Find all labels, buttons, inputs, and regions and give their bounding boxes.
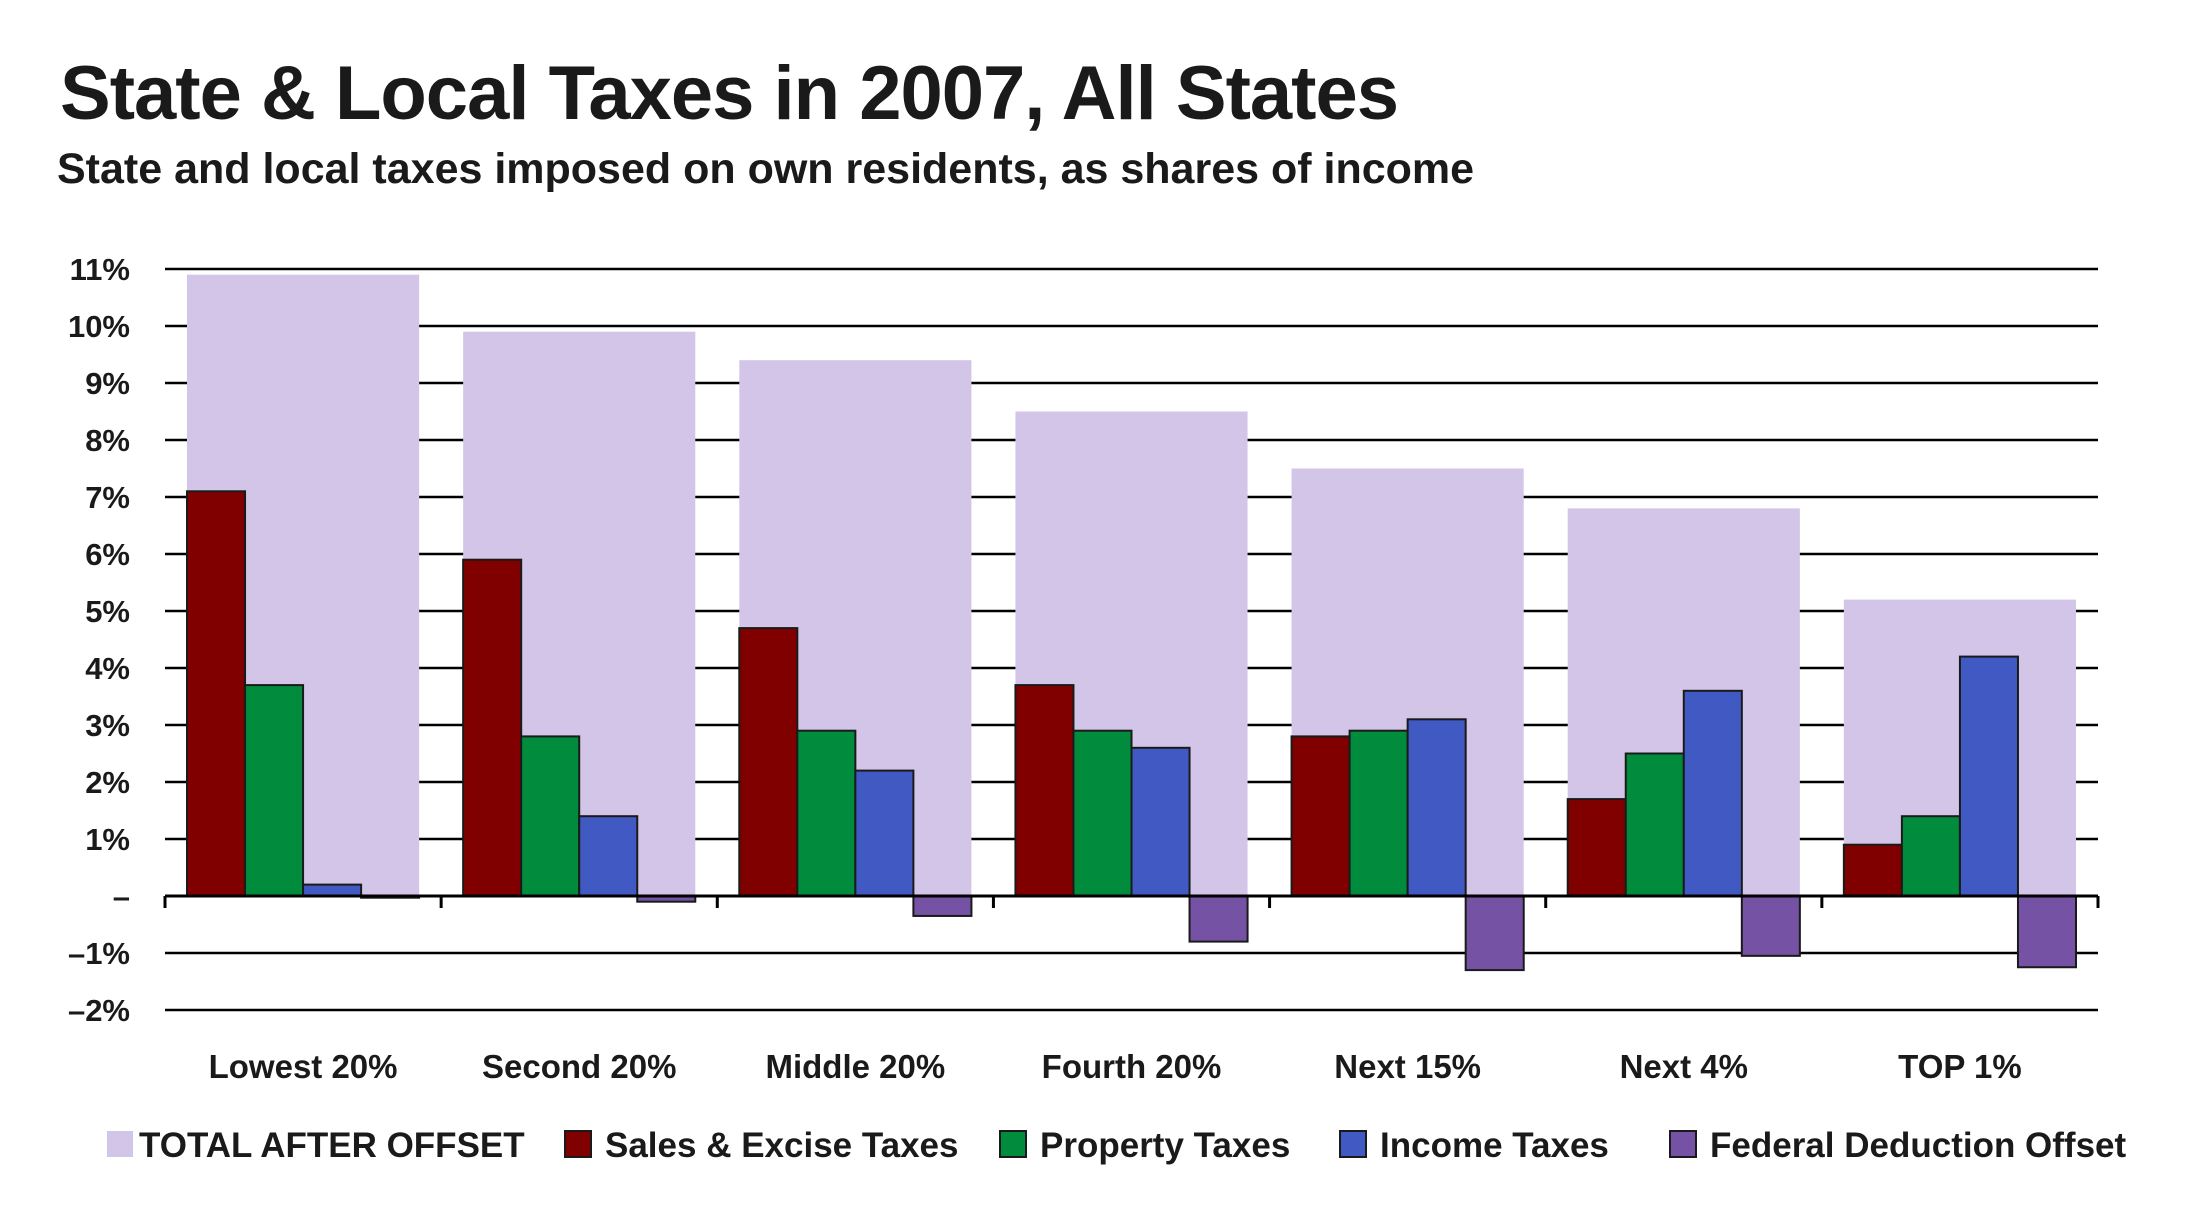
bars <box>186 274 2077 972</box>
series-bar <box>462 558 523 897</box>
legend-swatch <box>564 1130 592 1158</box>
legend-label: Property Taxes <box>1040 1126 1290 1165</box>
series-bar <box>1958 655 2019 897</box>
series-bar <box>854 769 915 897</box>
legend: TOTAL AFTER OFFSET Sales & Excise Taxes Pr… <box>107 1126 2127 1165</box>
legend-swatch <box>999 1130 1027 1158</box>
series-bar <box>912 895 973 917</box>
category-label: Middle 20% <box>765 1048 945 1085</box>
series-bar <box>186 490 247 897</box>
series-bar <box>1290 735 1351 898</box>
legend-label: Sales & Excise Taxes <box>605 1126 959 1165</box>
series-bar <box>738 627 799 897</box>
legend-label: Income Taxes <box>1380 1126 1609 1165</box>
chart-subtitle: State and local taxes imposed on own res… <box>57 145 1475 193</box>
series-bar <box>1348 729 1409 898</box>
y-tick-label: 1% <box>85 822 130 857</box>
y-tick-label: 3% <box>85 708 130 743</box>
legend-label: Federal Deduction Offset <box>1710 1126 2127 1165</box>
y-tick-label: 9% <box>85 366 130 401</box>
category-label: Next 4% <box>1620 1048 1748 1085</box>
series-bar <box>244 684 305 897</box>
y-axis: 11% 10% 9% 8% 7% 6% 5% 4% 3% 2% 1% – –1% –2% <box>68 252 130 1028</box>
category-label: Second 20% <box>482 1048 676 1085</box>
y-tick-label: 11% <box>70 252 130 287</box>
y-tick-label: 5% <box>85 594 130 629</box>
y-tick-label: 10% <box>68 309 130 344</box>
legend-swatch <box>1339 1130 1367 1158</box>
category-label: TOP 1% <box>1898 1048 2022 1085</box>
category-label: Fourth 20% <box>1042 1048 1222 1085</box>
series-bar <box>2016 895 2077 969</box>
series-bar <box>1406 718 1467 897</box>
category-label: Lowest 20% <box>209 1048 398 1085</box>
x-axis: Lowest 20% Second 20% Middle 20% Fourth 20%… <box>163 894 2100 1085</box>
category-label: Next 15% <box>1334 1048 1481 1085</box>
series-bar <box>1014 684 1075 897</box>
series-bar <box>1130 746 1191 897</box>
series-bar <box>1566 798 1627 897</box>
y-tick-label: –2% <box>68 993 130 1028</box>
series-bar <box>1072 729 1133 898</box>
y-tick-label: 6% <box>85 537 130 572</box>
series-bar <box>578 815 639 898</box>
series-bar <box>796 729 857 898</box>
series-bar <box>1900 815 1961 898</box>
legend-label: TOTAL AFTER OFFSET <box>139 1126 525 1165</box>
legend-swatch <box>1669 1130 1697 1158</box>
legend-swatch <box>107 1131 133 1157</box>
series-bar <box>302 883 363 897</box>
y-tick-label: –1% <box>68 936 130 971</box>
y-tick-label: 7% <box>85 480 130 515</box>
y-tick-label: 4% <box>85 651 130 686</box>
series-bar <box>1464 895 1525 972</box>
series-bar <box>1682 689 1743 897</box>
y-tick-label: 8% <box>85 423 130 458</box>
series-bar <box>1624 752 1685 897</box>
series-bar <box>1188 895 1249 943</box>
y-tick-label: – <box>113 879 130 914</box>
series-bar <box>1740 895 1801 957</box>
y-tick-label: 2% <box>85 765 130 800</box>
series-bar <box>520 735 581 898</box>
chart-title: State & Local Taxes in 2007, All States <box>60 51 1399 136</box>
series-bar <box>1842 843 1903 898</box>
